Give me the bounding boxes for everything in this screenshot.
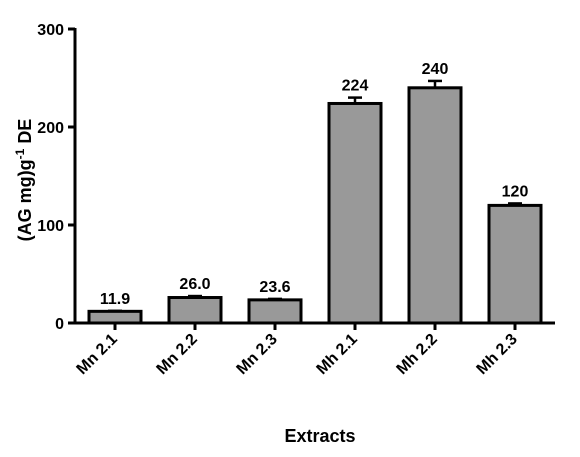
data-label: 240 — [422, 61, 449, 78]
bar — [487, 203, 543, 325]
data-labels: 11.9 26.0 23.6 224 240 120 — [100, 61, 529, 308]
error-bars — [108, 79, 522, 313]
bar — [167, 296, 223, 325]
x-tick-label: Mn 2.2 — [154, 331, 201, 378]
x-tick-label: Mn 2.1 — [74, 331, 121, 378]
y-axis-ticks: 0 100 200 300 — [37, 22, 75, 333]
x-tick-label: Mh 2.3 — [474, 331, 521, 378]
y-axis-title-suffix: DE — [15, 119, 35, 149]
x-axis-title: Extracts — [284, 426, 355, 446]
data-label: 26.0 — [179, 276, 210, 293]
data-label: 120 — [502, 183, 529, 200]
x-tick-label: Mn 2.3 — [234, 331, 281, 378]
data-label: 224 — [342, 78, 369, 95]
x-tick-label: Mh 2.1 — [314, 331, 361, 378]
y-axis-title-superscript: -1 — [13, 148, 27, 159]
bar — [247, 298, 303, 325]
data-label: 23.6 — [259, 279, 290, 296]
data-label: 11.9 — [100, 291, 130, 308]
y-tick-label: 0 — [55, 316, 64, 333]
bar — [407, 86, 463, 325]
bars — [87, 86, 543, 325]
bar — [87, 309, 143, 325]
y-tick-label: 100 — [37, 218, 64, 235]
y-axis-title-main: (AG mg)g — [15, 159, 35, 241]
y-tick-label: 200 — [37, 120, 64, 137]
y-axis-title: (AG mg)g-1 DE — [13, 119, 35, 242]
x-axis-ticks: Mn 2.1 Mn 2.2 Mn 2.3 Mh 2.1 Mh 2.2 Mh 2.3 — [74, 323, 521, 378]
bar — [327, 101, 383, 325]
x-tick-label: Mh 2.2 — [394, 331, 441, 378]
y-tick-label: 300 — [37, 22, 64, 39]
